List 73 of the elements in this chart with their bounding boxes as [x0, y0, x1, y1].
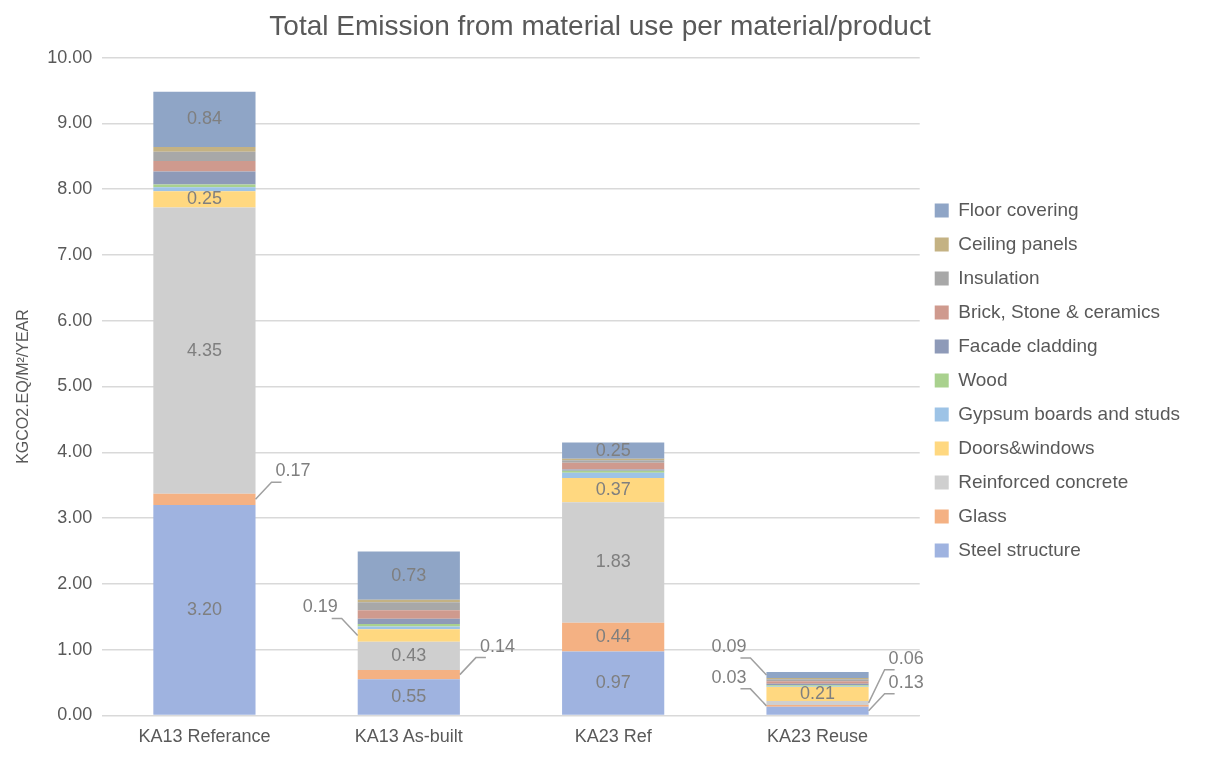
legend-label: Insulation — [958, 266, 1040, 288]
y-tick-label: 8.00 — [57, 178, 93, 199]
data-label: 0.09 — [711, 635, 747, 656]
y-tick-label: 5.00 — [57, 375, 93, 396]
data-label: 1.83 — [595, 551, 631, 572]
bar — [357, 551, 460, 600]
bar — [766, 671, 869, 678]
bar — [153, 151, 256, 161]
y-tick-label: 1.00 — [57, 638, 93, 659]
y-tick-label: 3.00 — [57, 507, 93, 528]
bar — [153, 160, 256, 172]
data-label: 0.21 — [800, 682, 836, 703]
data-label: 0.37 — [595, 479, 631, 500]
bar — [562, 651, 665, 715]
data-label: 0.25 — [186, 188, 222, 209]
x-tick-label: KA13 Referance — [138, 726, 271, 747]
y-axis-title: KGCO2.EQ/M²/YEAR — [14, 309, 32, 464]
data-label: 0.19 — [302, 596, 338, 617]
legend-label: Doors&windows — [958, 436, 1095, 458]
y-tick-label: 0.00 — [57, 704, 93, 725]
y-tick-label: 2.00 — [57, 572, 93, 593]
data-label: 3.20 — [186, 598, 222, 619]
bar — [562, 442, 665, 459]
bar — [153, 504, 256, 715]
bar — [153, 147, 256, 152]
data-label: 0.44 — [595, 626, 631, 647]
legend-label: Brick, Stone & ceramics — [958, 300, 1160, 322]
legend-label: Reinforced concrete — [958, 470, 1129, 492]
bar — [562, 622, 665, 652]
y-tick-label: 6.00 — [57, 309, 93, 330]
legend-label: Gypsum boards and studs — [958, 402, 1181, 424]
data-label: 0.84 — [186, 108, 222, 129]
data-label: 0.73 — [391, 564, 427, 585]
legend-label: Steel structure — [958, 538, 1081, 560]
data-label: 4.35 — [186, 339, 222, 360]
data-label: 0.03 — [711, 666, 747, 687]
chart-title: Total Emission from material use per material/product — [269, 9, 931, 41]
legend-label: Ceiling panels — [958, 232, 1078, 254]
y-tick-label: 9.00 — [57, 112, 93, 133]
bar — [357, 629, 460, 642]
bar — [153, 171, 256, 185]
legend-label: Facade cladding — [958, 334, 1098, 356]
legend-label: Floor covering — [958, 198, 1079, 220]
bar — [562, 477, 665, 503]
bar — [357, 679, 460, 715]
bar — [357, 618, 460, 624]
data-label: 0.97 — [595, 672, 631, 693]
bar — [153, 191, 256, 208]
bar — [153, 91, 256, 148]
x-tick-label: KA23 Ref — [574, 726, 653, 747]
legend-label: Glass — [958, 504, 1007, 526]
data-label: 0.17 — [275, 460, 311, 481]
data-label: 0.25 — [595, 439, 631, 460]
x-tick-label: KA13 As-built — [354, 726, 463, 747]
data-label: 0.13 — [888, 671, 924, 692]
bar — [357, 610, 460, 619]
bar — [562, 462, 665, 470]
bar — [766, 706, 869, 715]
bar — [562, 472, 665, 478]
y-tick-label: 4.00 — [57, 441, 93, 462]
data-label: 0.43 — [391, 644, 427, 665]
bar — [766, 700, 869, 705]
legend-label: Wood — [958, 368, 1008, 390]
x-tick-label: KA23 Reuse — [766, 726, 869, 747]
bar — [153, 493, 256, 505]
y-tick-label: 10.00 — [47, 46, 93, 67]
bar — [153, 187, 256, 192]
bar — [357, 602, 460, 611]
data-label: 0.55 — [391, 685, 427, 706]
data-label: 0.06 — [888, 647, 924, 668]
bar — [357, 670, 460, 680]
data-label: 0.14 — [479, 635, 515, 656]
y-tick-label: 7.00 — [57, 243, 93, 264]
